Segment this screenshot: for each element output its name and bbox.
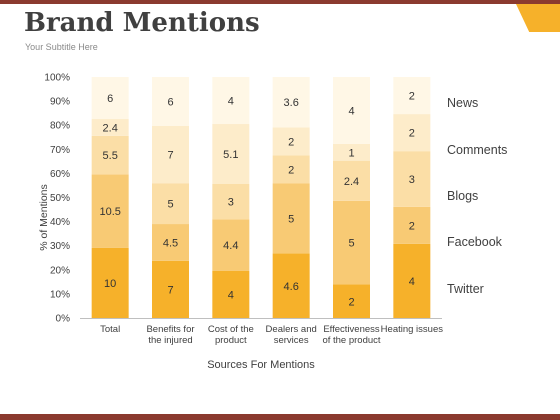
page-subtitle: Your Subtitle Here (25, 42, 98, 52)
data-label: 10 (104, 278, 116, 290)
bar-segment (212, 183, 250, 220)
data-label: 2 (288, 136, 294, 148)
bottom-accent-bar (0, 414, 560, 420)
x-tick-label: Effectiveness of the product (322, 324, 380, 346)
legend-label: News (447, 96, 478, 110)
y-tick-label: 20% (50, 265, 70, 276)
bar-segment (393, 114, 431, 152)
legend-label: Twitter (447, 282, 484, 296)
bar-segment (393, 243, 431, 318)
bar-segment (272, 127, 310, 156)
bar-segment (152, 224, 189, 261)
data-label: 6 (167, 97, 173, 109)
bar-segment (272, 155, 310, 184)
data-label: 3 (228, 197, 234, 209)
y-tick-label: 30% (50, 241, 70, 252)
bar-segment (212, 124, 250, 184)
data-label: 6 (107, 93, 113, 105)
data-label: 4 (409, 276, 415, 288)
bar-segment (333, 77, 370, 144)
y-tick-label: 70% (50, 145, 70, 156)
y-tick-label: 10% (50, 289, 70, 300)
data-label: 1 (348, 147, 354, 159)
y-tick-label: 60% (50, 169, 70, 180)
data-label: 2.4 (103, 122, 118, 134)
x-axis-title: Sources For Mentions (207, 359, 315, 371)
data-label: 5 (288, 214, 294, 226)
x-tick-label: Heating issues (381, 324, 444, 335)
bar-segment (152, 77, 189, 127)
bar-segment (272, 253, 310, 318)
y-tick-label: 40% (50, 217, 70, 228)
bar-segment (272, 77, 310, 128)
legend-label: Blogs (447, 189, 478, 203)
y-tick-label: 90% (50, 97, 70, 108)
data-label: 4 (228, 289, 234, 301)
y-tick-label: 100% (44, 73, 70, 84)
data-label: 7 (167, 284, 173, 296)
bar-segment (91, 247, 129, 318)
bar-segment (212, 219, 250, 271)
bar-segment (333, 200, 370, 285)
bar-segment (152, 183, 189, 225)
bar-segment (212, 77, 250, 125)
data-label: 4.5 (163, 237, 178, 249)
data-label: 7 (167, 150, 173, 162)
bar-segment (91, 119, 129, 136)
y-tick-label: 80% (50, 121, 70, 132)
x-tick-label: Cost of the product (208, 324, 254, 346)
data-label: 2 (288, 164, 294, 176)
y-tick-label: 0% (56, 314, 71, 325)
x-tick-label: Benefits for the injured (146, 324, 194, 346)
bar-segment (212, 270, 250, 318)
bar-segment (393, 151, 431, 207)
data-label: 2 (409, 220, 415, 232)
data-label: 4.6 (284, 281, 299, 293)
data-label: 5.1 (223, 149, 238, 161)
top-accent-bar (0, 0, 560, 4)
data-label: 3.6 (284, 97, 299, 109)
bar-segment (91, 135, 129, 175)
x-tick-label: Total (100, 324, 120, 335)
data-label: 3 (409, 174, 415, 186)
bar-segment (272, 183, 310, 254)
data-label: 2.4 (344, 176, 359, 188)
data-label: 5 (167, 199, 173, 211)
bar-segment (333, 160, 370, 201)
data-label: 2 (409, 91, 415, 103)
data-label: 10.5 (99, 206, 120, 218)
x-tick-label: Dealers and services (266, 324, 317, 346)
bar-segment (333, 284, 370, 318)
data-label: 5 (348, 238, 354, 250)
y-tick-label: 50% (50, 193, 70, 204)
data-label: 4 (228, 96, 234, 108)
data-label: 4 (348, 105, 354, 117)
page-title: Brand Mentions (24, 8, 260, 38)
data-label: 2 (409, 128, 415, 140)
legend-label: Facebook (447, 235, 503, 249)
legend-label: Comments (447, 143, 507, 157)
bar-segment (393, 206, 431, 244)
bar-segment (152, 260, 189, 318)
data-label: 5.5 (103, 150, 118, 162)
data-label: 2 (348, 296, 354, 308)
bar-segment (152, 126, 189, 184)
bar-segment (91, 174, 129, 248)
bar-segment (333, 143, 370, 161)
bar-segment (393, 77, 431, 115)
data-label: 4.4 (223, 240, 238, 252)
bar-segment (91, 77, 129, 120)
y-axis-title: % of Mentions (38, 184, 50, 251)
